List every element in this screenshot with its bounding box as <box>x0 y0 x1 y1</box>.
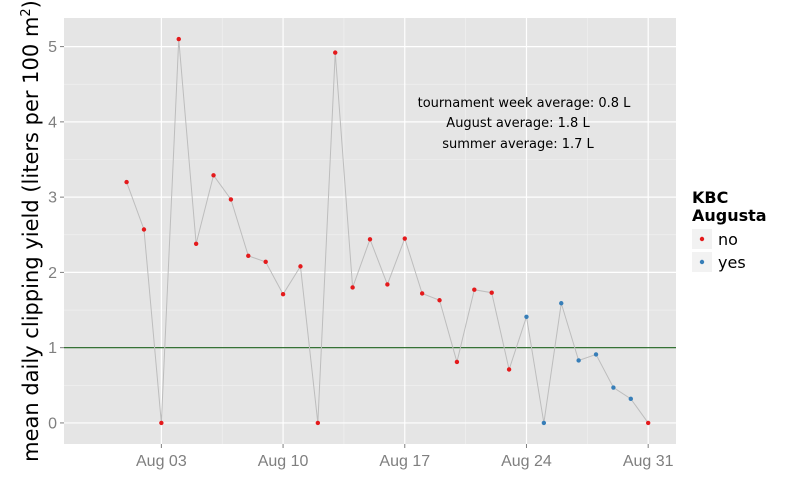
data-point <box>298 264 303 269</box>
y-tick-label: 0 <box>48 415 57 432</box>
data-point <box>159 420 164 426</box>
annotation-tournament: tournament week average: 0.8 L <box>418 96 632 111</box>
data-point <box>246 253 251 259</box>
data-point <box>489 290 494 295</box>
y-tick-label: 1 <box>48 340 57 357</box>
x-tick-label: Aug 31 <box>623 453 674 470</box>
y-tick-label: 2 <box>48 265 57 282</box>
annotation-summer: summer average: 1.7 L <box>442 137 594 152</box>
legend-label-no: no <box>718 230 738 249</box>
data-point <box>402 236 407 241</box>
data-point <box>385 282 390 287</box>
annotation-august: August average: 1.8 L <box>446 116 590 131</box>
data-point <box>228 197 234 202</box>
legend-title-line2: Augusta <box>692 206 767 225</box>
data-point <box>211 173 216 178</box>
data-point <box>124 179 129 185</box>
data-point <box>611 385 616 390</box>
data-point <box>559 301 564 306</box>
data-point <box>315 420 321 426</box>
y-tick-label: 3 <box>48 190 57 207</box>
data-point <box>350 285 355 290</box>
points-group <box>124 36 651 426</box>
y-axis-title: mean daily clipping yield (liters per 10… <box>19 0 43 462</box>
data-point <box>437 298 442 303</box>
y-ticks: 0 1 2 3 4 5 <box>48 39 64 432</box>
legend-marker-yes <box>699 259 705 265</box>
x-tick-label: Aug 10 <box>258 453 309 470</box>
data-point <box>367 237 373 242</box>
y-axis-title-sup: 2 <box>19 8 34 16</box>
y-axis-title-close: ) <box>19 0 43 8</box>
data-point <box>454 359 460 365</box>
x-ticks: Aug 03 Aug 10 Aug 17 Aug 24 Aug 31 <box>136 444 674 470</box>
x-tick-label: Aug 17 <box>379 453 430 470</box>
y-tick-label: 4 <box>48 114 57 131</box>
y-tick-label: 5 <box>48 39 57 56</box>
data-point <box>472 287 477 292</box>
data-point <box>419 291 425 296</box>
data-point <box>506 367 512 372</box>
x-tick-label: Aug 03 <box>136 453 187 470</box>
data-point <box>280 292 286 297</box>
data-point <box>193 241 199 246</box>
data-point <box>628 396 633 402</box>
data-point <box>524 314 529 320</box>
legend-marker-no <box>699 236 705 242</box>
data-point <box>576 358 581 363</box>
data-point <box>263 259 268 265</box>
legend-title-line1: KBC <box>692 188 728 207</box>
y-axis-title-text: mean daily clipping yield (liters per 10… <box>19 17 43 462</box>
data-point <box>176 36 181 42</box>
legend-label-yes: yes <box>718 253 746 272</box>
legend: KBC Augusta no yes <box>692 188 767 272</box>
x-tick-label: Aug 24 <box>501 453 552 470</box>
data-point <box>593 352 599 357</box>
data-point <box>645 420 651 426</box>
data-point <box>141 227 147 232</box>
data-point <box>333 50 338 55</box>
panel-background <box>64 18 676 444</box>
annotation-block: tournament week average: 0.8 L August av… <box>418 96 632 152</box>
data-point <box>541 420 547 426</box>
